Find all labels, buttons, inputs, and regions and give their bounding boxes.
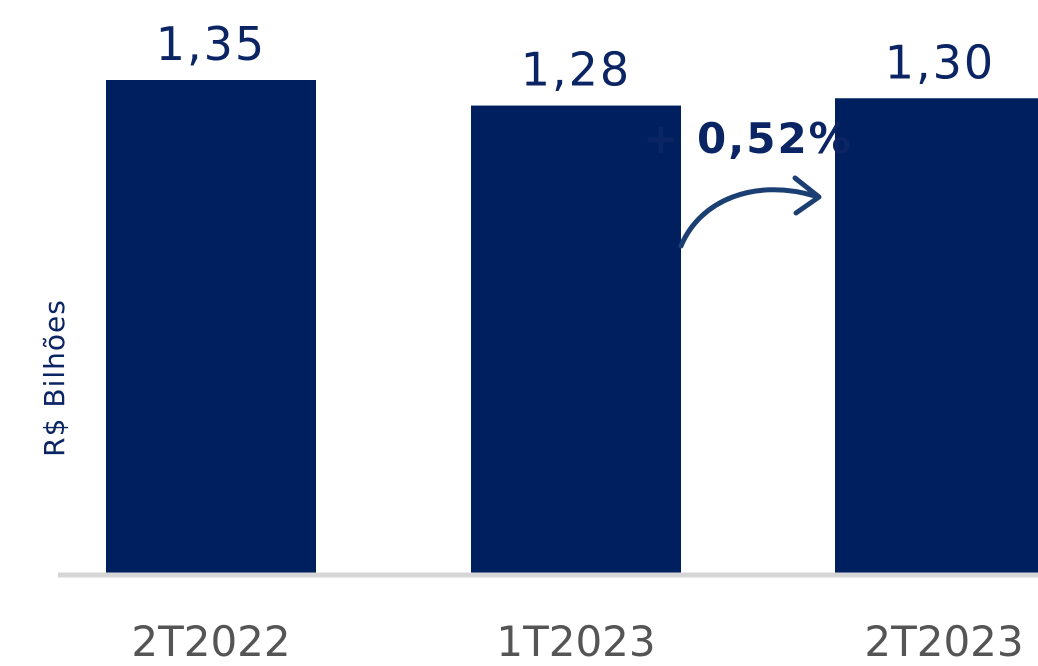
growth-arrow-head — [792, 175, 822, 216]
category-label-1T2023: 1T2023 — [496, 617, 655, 666]
bars-group — [106, 80, 1038, 574]
bar-2T2022 — [106, 80, 316, 573]
category-label-2T2022: 2T2022 — [131, 617, 290, 666]
value-label-1T2023: 1,28 — [521, 43, 631, 97]
y-axis-label: R$ Bilhões — [38, 299, 71, 457]
growth-annotation: + 0,52% — [643, 114, 853, 163]
growth-arrow — [678, 187, 818, 249]
bar-2T2023 — [835, 98, 1038, 573]
bar-1T2023 — [471, 105, 681, 574]
category-labels-group: 2T2022 1T2023 2T2023 — [131, 617, 1023, 666]
value-labels-group: 1,35 1,28 1,30 — [156, 17, 995, 97]
value-label-2T2022: 1,35 — [156, 17, 266, 71]
value-label-2T2023: 1,30 — [885, 35, 995, 89]
category-label-2T2023: 2T2023 — [864, 617, 1023, 666]
